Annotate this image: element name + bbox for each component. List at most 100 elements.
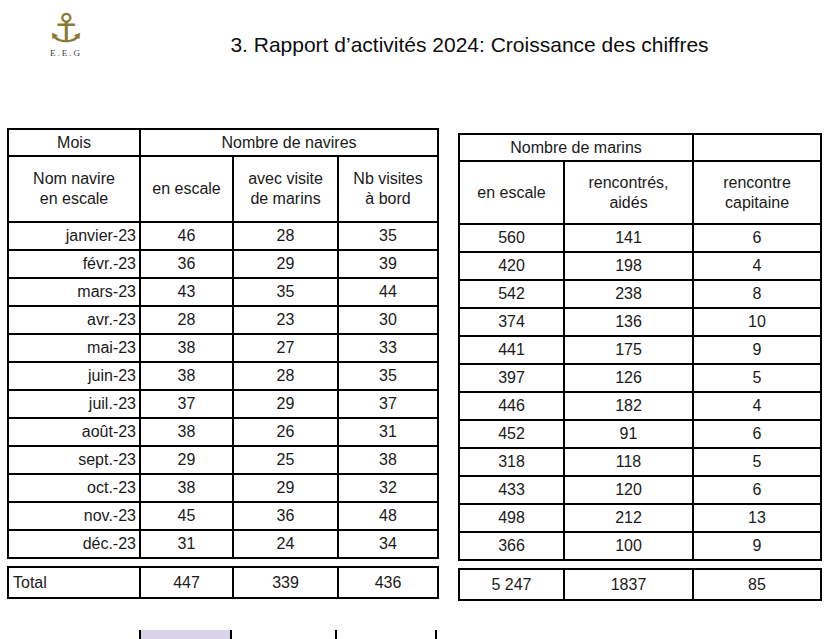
col-header-nb-visites: Nb visites à bord: [338, 156, 438, 222]
logo: ⚓ E.E.G: [38, 6, 94, 58]
ships-corner-header: Mois: [8, 129, 140, 156]
table-cell: 9: [693, 336, 821, 364]
anchor-icon: ⚓: [38, 6, 94, 50]
table-row: juin-23382835: [8, 362, 438, 390]
table-cell: 26: [233, 418, 338, 446]
table-cell: 35: [233, 278, 338, 306]
table-cell: 35: [338, 222, 438, 250]
table-cell: 38: [338, 446, 438, 474]
table-row: juil.-23372937: [8, 390, 438, 418]
table-cell: 6: [693, 224, 821, 252]
table-cell: janvier-23: [8, 222, 140, 250]
table-cell: 441: [459, 336, 564, 364]
table-cell: 397: [459, 364, 564, 392]
table-row: déc.-23312434: [8, 530, 438, 558]
table-cell: 339: [233, 567, 338, 598]
table-cell: mars-23: [8, 278, 140, 306]
table-row: Total447339436: [8, 567, 438, 598]
table-cell: 136: [564, 308, 693, 336]
table-row: oct.-23382932: [8, 474, 438, 502]
table-cell: 44: [338, 278, 438, 306]
table-cell: 8: [693, 280, 821, 308]
table-cell: 1837: [564, 569, 693, 600]
table-cell: 29: [140, 446, 233, 474]
clipped-cell-month: [7, 630, 139, 639]
table-cell: 31: [338, 418, 438, 446]
table-cell: 38: [140, 474, 233, 502]
col-header-avec-visite: avec visite de marins: [233, 156, 338, 222]
table-cell: 5 247: [459, 569, 564, 600]
table-cell: 36: [140, 250, 233, 278]
table-cell: 4: [693, 392, 821, 420]
ships-column-header-row: Nom navire en escale en escale avec visi…: [8, 156, 438, 222]
table-cell: 29: [233, 474, 338, 502]
table-cell: août-23: [8, 418, 140, 446]
table-cell: 420: [459, 252, 564, 280]
table-cell: 120: [564, 476, 693, 504]
table-cell: 23: [233, 306, 338, 334]
table-cell: 48: [338, 502, 438, 530]
sailors-grid: Nombre de marins en escale rencontrés, a…: [458, 133, 822, 561]
table-cell: 29: [233, 250, 338, 278]
table-row: févr.-23362939: [8, 250, 438, 278]
table-cell: 39: [338, 250, 438, 278]
table-cell: 366: [459, 532, 564, 560]
table-cell: 30: [338, 306, 438, 334]
table-cell: 36: [233, 502, 338, 530]
table-cell: 100: [564, 532, 693, 560]
table-cell: 6: [693, 420, 821, 448]
table-cell: 28: [233, 362, 338, 390]
table-cell: 5: [693, 364, 821, 392]
ships-table: Mois Nombre de navires Nom navire en esc…: [7, 128, 437, 599]
table-cell: 38: [140, 418, 233, 446]
table-row: nov.-23453648: [8, 502, 438, 530]
table-cell: 10: [693, 308, 821, 336]
table-cell: 34: [338, 530, 438, 558]
table-cell: 37: [140, 390, 233, 418]
table-cell: 28: [233, 222, 338, 250]
table-cell: 33: [338, 334, 438, 362]
table-row: mai-23382733: [8, 334, 438, 362]
table-cell: 175: [564, 336, 693, 364]
logo-text: E.E.G: [38, 48, 94, 58]
table-cell: mai-23: [8, 334, 140, 362]
table-cell: 13: [693, 504, 821, 532]
table-cell: 141: [564, 224, 693, 252]
ships-group-header-row: Mois Nombre de navires: [8, 129, 438, 156]
table-cell: juin-23: [8, 362, 140, 390]
ships-total-table: Total447339436: [7, 566, 439, 599]
table-row: 37413610: [459, 308, 821, 336]
table-cell: 38: [140, 334, 233, 362]
table-row: 5601416: [459, 224, 821, 252]
table-cell: 560: [459, 224, 564, 252]
table-cell: 6: [693, 476, 821, 504]
table-cell: 46: [140, 222, 233, 250]
table-row: 3971265: [459, 364, 821, 392]
ships-grid: Mois Nombre de navires Nom navire en esc…: [7, 128, 439, 559]
table-cell: 32: [338, 474, 438, 502]
table-row: avr.-23282330: [8, 306, 438, 334]
table-cell: 43: [140, 278, 233, 306]
table-row: 5 247183785: [459, 569, 821, 600]
sailors-group-header-row: Nombre de marins: [459, 134, 821, 161]
sailors-total-table: 5 247183785: [458, 568, 822, 601]
table-cell: nov.-23: [8, 502, 140, 530]
table-row: 4411759: [459, 336, 821, 364]
table-cell: 4: [693, 252, 821, 280]
table-cell: 542: [459, 280, 564, 308]
col-header-nom-navire: Nom navire en escale: [8, 156, 140, 222]
col-header-marins-en-escale: en escale: [459, 161, 564, 224]
col-header-en-escale: en escale: [140, 156, 233, 222]
sailors-table: Nombre de marins en escale rencontrés, a…: [458, 133, 820, 601]
table-cell: 37: [338, 390, 438, 418]
ships-group-header: Nombre de navires: [140, 129, 438, 156]
col-header-rencontre-capitaine: rencontre capitaine: [693, 161, 821, 224]
table-cell: déc.-23: [8, 530, 140, 558]
table-cell: 28: [140, 306, 233, 334]
table-row: 3181185: [459, 448, 821, 476]
col-header-rencontres-aides: rencontrés, aidés: [564, 161, 693, 224]
table-cell: sept.-23: [8, 446, 140, 474]
ships-body: janvier-23462835févr.-23362939mars-23433…: [8, 222, 438, 558]
table-row: 4331206: [459, 476, 821, 504]
sailors-empty-header: [693, 134, 821, 161]
